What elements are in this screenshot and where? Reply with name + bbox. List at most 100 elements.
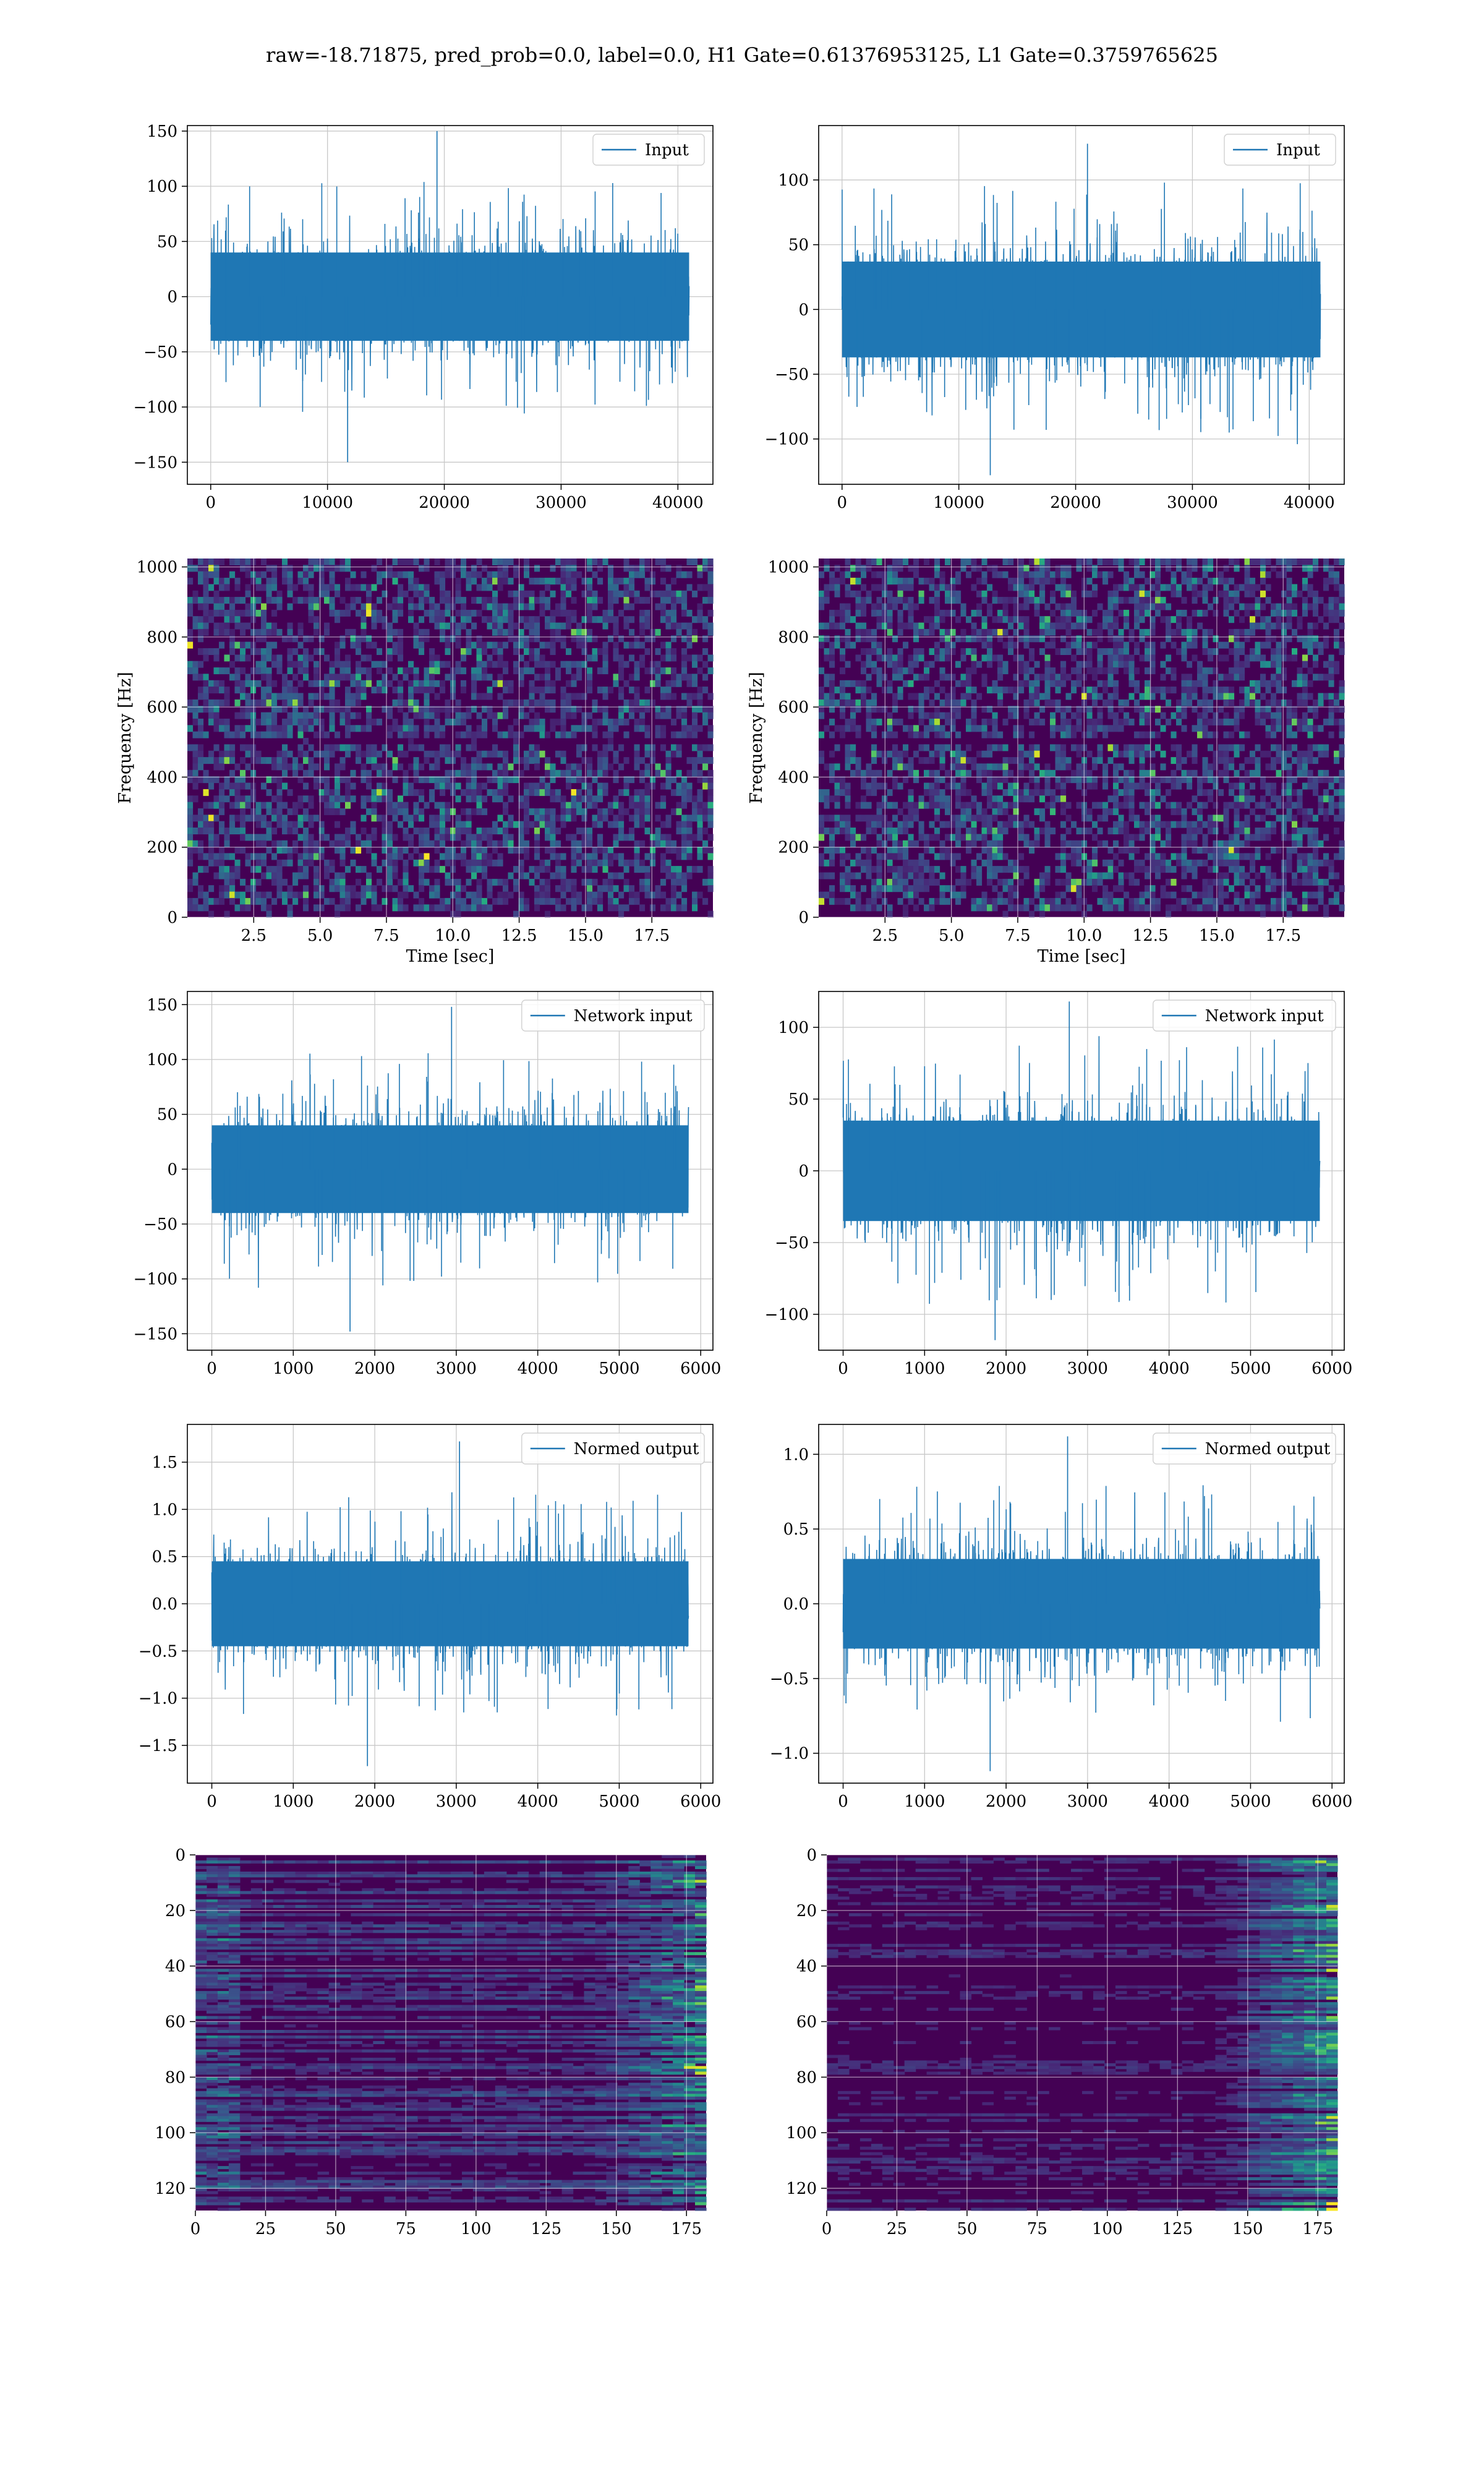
heatmap-cell	[971, 628, 977, 636]
heatmap-cell	[445, 904, 451, 912]
heatmap-cell	[419, 795, 425, 803]
heatmap-cell	[224, 853, 230, 860]
heatmap-cell	[513, 731, 519, 738]
heatmap-cell	[987, 706, 993, 713]
heatmap-cell	[971, 866, 977, 873]
heatmap-cell	[303, 840, 309, 847]
heatmap-cell	[686, 782, 693, 790]
heatmap-cell	[608, 609, 614, 617]
heatmap-cell	[313, 840, 320, 847]
heatmap-cell	[960, 559, 966, 565]
heatmap-cell	[424, 904, 430, 912]
heatmap-cell	[976, 866, 983, 873]
heatmap-cell	[382, 680, 388, 687]
heatmap-cell	[276, 847, 283, 854]
heatmap-cell	[697, 571, 703, 578]
heatmap-cell	[1018, 878, 1025, 886]
heatmap-cell	[903, 667, 909, 675]
heatmap-cell	[271, 609, 278, 617]
heatmap-cell	[1060, 661, 1067, 668]
heatmap-cell	[345, 674, 351, 681]
heatmap-cell	[187, 635, 194, 643]
heatmap-cell	[882, 885, 888, 892]
heatmap-cell	[434, 840, 440, 847]
heatmap-cell	[224, 757, 230, 764]
heatmap-cell	[366, 641, 372, 649]
heatmap-cell	[1055, 565, 1061, 572]
heatmap-cell	[903, 641, 909, 649]
heatmap-cell	[318, 789, 325, 796]
heatmap-cell	[440, 744, 446, 751]
heatmap-cell	[608, 687, 614, 694]
heatmap-cell	[707, 878, 714, 886]
heatmap-cell	[377, 904, 383, 912]
heatmap-cell	[819, 750, 825, 758]
heatmap-cell	[913, 603, 919, 610]
heatmap-cell	[324, 565, 330, 572]
heatmap-cell	[513, 878, 519, 886]
heatmap-cell	[1076, 840, 1082, 847]
heatmap-cell	[676, 872, 682, 880]
heatmap-cell	[587, 559, 593, 565]
heatmap-cell	[671, 872, 677, 880]
heatmap-cell	[892, 667, 898, 675]
heatmap-cell	[866, 763, 872, 771]
heatmap-cell	[224, 725, 230, 732]
heatmap-cell	[408, 661, 414, 668]
heatmap-cell	[287, 648, 293, 655]
heatmap-cell	[1086, 648, 1093, 655]
heatmap-cell	[1065, 828, 1072, 834]
heatmap-cell	[329, 897, 335, 905]
heatmap-cell	[692, 674, 698, 681]
heatmap-cell	[434, 712, 440, 719]
heatmap-cell	[1071, 904, 1077, 912]
heatmap-cell	[276, 750, 283, 758]
heatmap-cell	[503, 840, 509, 847]
heatmap-cell	[660, 853, 667, 860]
heatmap-cell	[876, 769, 882, 777]
heatmap-cell	[534, 699, 540, 706]
heatmap-cell	[876, 674, 882, 681]
heatmap-cell	[871, 815, 877, 822]
heatmap-cell	[950, 776, 956, 784]
heatmap-cell	[271, 795, 278, 803]
heatmap-cell	[1008, 687, 1014, 694]
heatmap-cell	[508, 635, 514, 643]
heatmap-cell	[692, 559, 698, 565]
heatmap-cell	[955, 597, 962, 604]
heatmap-cell	[308, 680, 314, 687]
heatmap-cell	[639, 769, 646, 777]
heatmap-cell	[250, 731, 257, 738]
heatmap-cell	[707, 654, 714, 662]
heatmap-cell	[908, 834, 914, 841]
y-tick-label: 600	[147, 698, 177, 717]
heatmap-cell	[576, 725, 582, 732]
heatmap-cell	[665, 590, 672, 597]
heatmap-cell	[250, 808, 257, 815]
heatmap-cell	[1071, 847, 1077, 854]
heatmap-cell	[482, 847, 488, 854]
heatmap-cell	[597, 795, 603, 803]
heatmap-cell	[497, 763, 503, 771]
heatmap-cell	[629, 674, 635, 681]
heatmap-cell	[1097, 897, 1103, 905]
heatmap-cell	[924, 866, 930, 873]
heatmap-cell	[271, 571, 278, 578]
heatmap-cell	[597, 706, 603, 713]
heatmap-cell	[487, 693, 493, 700]
heatmap-cell	[1023, 590, 1030, 597]
heatmap-cell	[950, 853, 956, 860]
heatmap-cell	[966, 693, 972, 700]
heatmap-cell	[1050, 725, 1056, 732]
heatmap-cell	[1044, 897, 1051, 905]
heatmap-cell	[387, 847, 393, 854]
heatmap-cell	[597, 815, 603, 822]
heatmap-cell	[198, 815, 204, 822]
heatmap-cell	[592, 616, 598, 623]
heatmap-cell	[282, 891, 288, 899]
heatmap-cell	[292, 757, 299, 764]
heatmap-cell	[245, 571, 251, 578]
heatmap-cell	[707, 776, 714, 784]
heatmap-cell	[655, 731, 661, 738]
heatmap-cell	[671, 609, 677, 617]
